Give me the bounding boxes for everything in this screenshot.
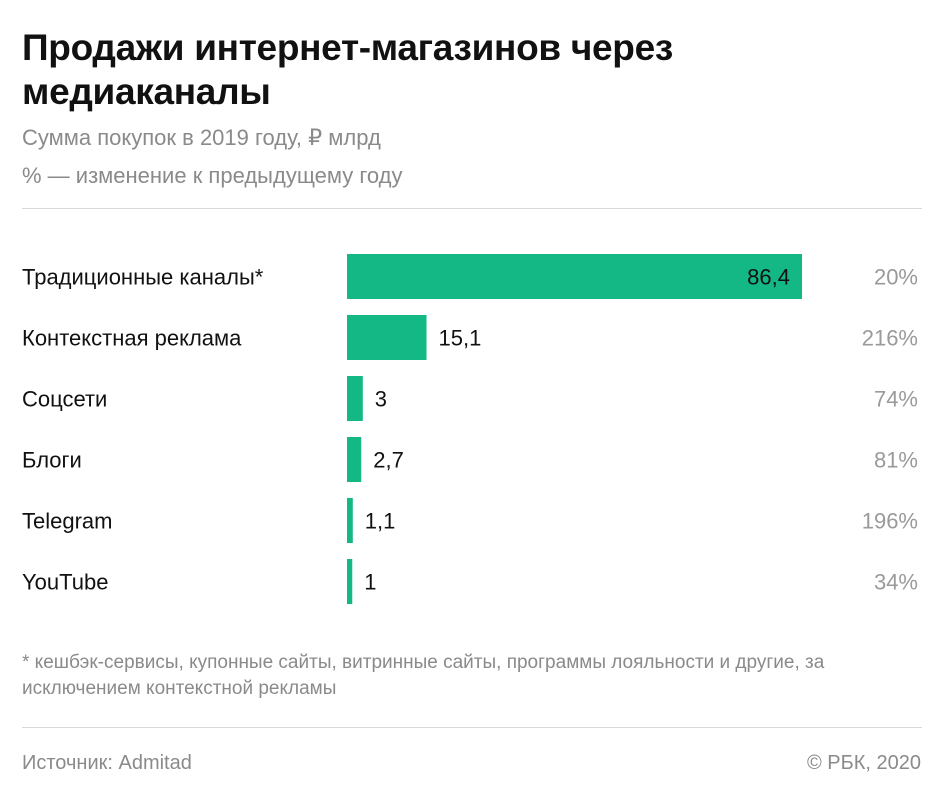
change-label: 216% [862, 326, 918, 351]
bar [347, 559, 353, 604]
change-label: 34% [874, 570, 918, 595]
bar [347, 315, 427, 360]
value-label: 1,1 [365, 509, 396, 534]
value-label: 2,7 [373, 448, 404, 473]
change-label: 81% [874, 448, 918, 473]
change-label: 196% [862, 509, 918, 534]
footnote: * кешбэк-сервисы, купонные сайты, витрин… [22, 652, 825, 699]
category-label: Блоги [22, 448, 82, 473]
chart-subtitle-legend: % — изменение к предыдущему году [22, 163, 403, 188]
value-label: 3 [375, 387, 387, 412]
category-label: Традиционные каналы* [22, 265, 264, 290]
category-label: Соцсети [22, 387, 107, 412]
category-label: YouTube [22, 570, 108, 595]
bar-chart: Традиционные каналы* 86,4 20% Контекстная р… [22, 254, 918, 604]
chart-title: Продажи интернет-магазинов через медиака… [22, 27, 673, 112]
bar [347, 254, 802, 299]
divider-bottom [22, 727, 922, 728]
value-label: 15,1 [439, 326, 482, 351]
value-label: 86,4 [747, 265, 790, 290]
category-label: Контекстная реклама [22, 326, 242, 351]
change-label: 74% [874, 387, 918, 412]
source-label: Источник: Admitad [22, 752, 192, 774]
category-label: Telegram [22, 509, 112, 534]
change-label: 20% [874, 265, 918, 290]
copyright-label: © РБК, 2020 [806, 752, 921, 774]
divider-top [22, 208, 922, 209]
chart-subtitle: Сумма покупок в 2019 году, ₽ млрд [22, 125, 381, 150]
bar [347, 498, 353, 543]
value-label: 1 [364, 570, 376, 595]
bar [347, 437, 362, 482]
bar [347, 376, 363, 421]
